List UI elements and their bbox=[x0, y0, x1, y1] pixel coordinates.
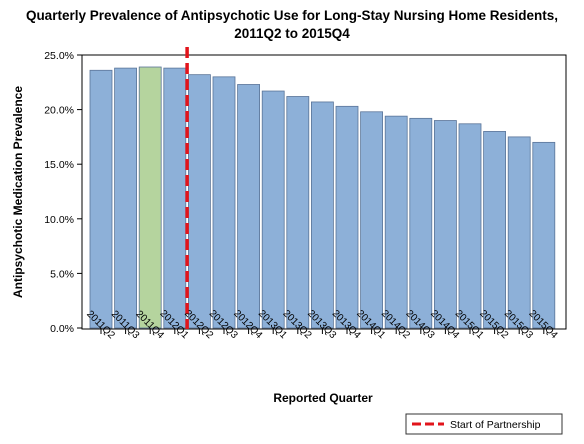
bar-2012q4 bbox=[237, 84, 261, 329]
y-axis: 0.0% 5.0% 10.0% 15.0% 20.0% 25.0% bbox=[44, 50, 82, 335]
chart-title: Quarterly Prevalence of Antipsychotic Us… bbox=[26, 8, 558, 23]
bar-2013q4 bbox=[335, 105, 359, 329]
y-tick-label: 5.0% bbox=[50, 268, 74, 280]
chart-subtitle: 2011Q2 to 2015Q4 bbox=[234, 26, 350, 41]
legend-label: Start of Partnership bbox=[450, 419, 541, 431]
bar-2012q1 bbox=[163, 67, 187, 329]
bar-2011q4 bbox=[138, 66, 162, 329]
bar-2015q2 bbox=[483, 131, 507, 329]
bar-2013q3 bbox=[310, 101, 334, 329]
bar-2011q3 bbox=[114, 67, 137, 329]
bar-2011q2 bbox=[89, 69, 113, 329]
y-tick-label: 25.0% bbox=[44, 50, 74, 62]
bar-2014q2 bbox=[384, 115, 408, 329]
bars bbox=[89, 66, 556, 329]
bar-2015q3 bbox=[507, 136, 531, 329]
bar-2013q1 bbox=[261, 90, 285, 329]
plot-frame bbox=[81, 54, 567, 330]
bar-2014q1 bbox=[360, 111, 384, 329]
y-tick-label: 10.0% bbox=[44, 214, 74, 226]
bar-2012q3 bbox=[212, 76, 236, 329]
legend-box bbox=[405, 413, 563, 435]
bar-2015q4 bbox=[532, 141, 556, 329]
bar-2012q2 bbox=[187, 74, 211, 329]
y-axis-label: Antipsychotic Medication Prevalence bbox=[11, 86, 25, 298]
legend: Start of Partnership bbox=[405, 413, 563, 435]
y-tick-label: 0.0% bbox=[50, 323, 74, 335]
bar-2014q3 bbox=[409, 117, 433, 329]
x-axis-label: Reported Quarter bbox=[273, 391, 373, 405]
bar-2014q4 bbox=[433, 120, 457, 329]
bar-2013q2 bbox=[286, 96, 310, 329]
y-tick-label: 20.0% bbox=[44, 105, 74, 117]
bar-2015q1 bbox=[458, 123, 482, 329]
y-tick-label: 15.0% bbox=[44, 159, 74, 171]
